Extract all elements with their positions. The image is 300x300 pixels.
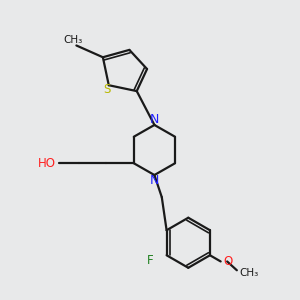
- Text: CH₃: CH₃: [240, 268, 259, 278]
- Text: F: F: [147, 254, 154, 267]
- Text: O: O: [223, 255, 232, 268]
- Text: N: N: [150, 174, 159, 188]
- Text: S: S: [103, 83, 111, 96]
- Text: N: N: [150, 112, 159, 126]
- Text: HO: HO: [38, 157, 56, 170]
- Text: CH₃: CH₃: [64, 35, 83, 45]
